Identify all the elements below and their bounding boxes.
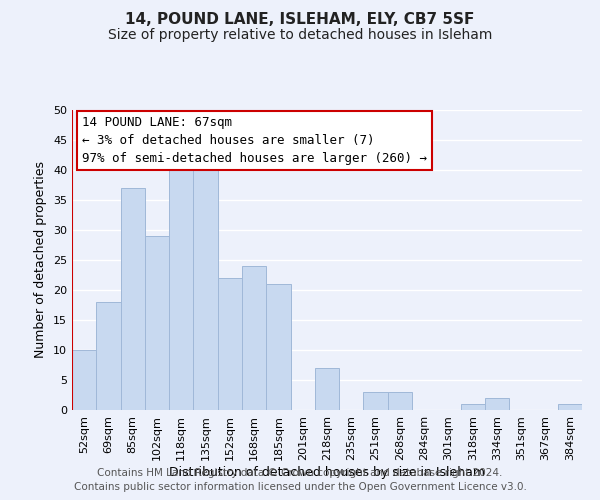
Text: Contains HM Land Registry data © Crown copyright and database right 2024.: Contains HM Land Registry data © Crown c… xyxy=(97,468,503,477)
Text: Size of property relative to detached houses in Isleham: Size of property relative to detached ho… xyxy=(108,28,492,42)
Bar xyxy=(266,284,290,410)
X-axis label: Distribution of detached houses by size in Isleham: Distribution of detached houses by size … xyxy=(169,466,485,478)
Bar xyxy=(96,302,121,410)
Bar xyxy=(121,188,145,410)
Y-axis label: Number of detached properties: Number of detached properties xyxy=(34,162,47,358)
Bar xyxy=(461,404,485,410)
Bar xyxy=(315,368,339,410)
Text: Contains public sector information licensed under the Open Government Licence v3: Contains public sector information licen… xyxy=(74,482,526,492)
Bar xyxy=(218,278,242,410)
Bar xyxy=(145,236,169,410)
Bar xyxy=(242,266,266,410)
Bar xyxy=(169,164,193,410)
Text: 14 POUND LANE: 67sqm
← 3% of detached houses are smaller (7)
97% of semi-detache: 14 POUND LANE: 67sqm ← 3% of detached ho… xyxy=(82,116,427,165)
Bar xyxy=(364,392,388,410)
Bar xyxy=(72,350,96,410)
Bar xyxy=(388,392,412,410)
Bar xyxy=(558,404,582,410)
Bar xyxy=(193,164,218,410)
Bar xyxy=(485,398,509,410)
Text: 14, POUND LANE, ISLEHAM, ELY, CB7 5SF: 14, POUND LANE, ISLEHAM, ELY, CB7 5SF xyxy=(125,12,475,28)
